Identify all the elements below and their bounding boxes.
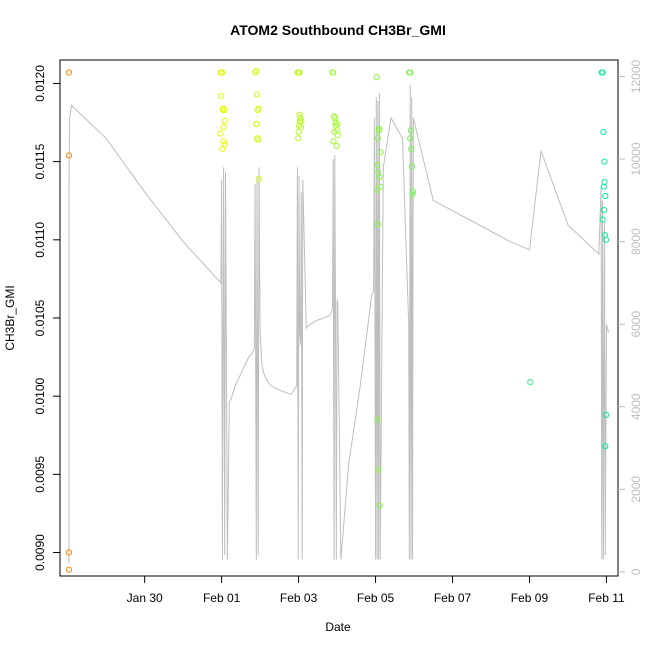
y-tick-label: 0.0095 <box>33 456 47 493</box>
data-point <box>65 152 73 159</box>
data-point <box>297 117 304 125</box>
y-tick-label: 0.0100 <box>33 378 47 415</box>
data-point <box>221 141 228 148</box>
data-point <box>409 191 416 198</box>
data-point <box>334 132 341 139</box>
data-point <box>527 379 534 386</box>
y-tick-label: 0.0120 <box>33 65 47 102</box>
y2-tick-label: 8000 <box>629 228 643 255</box>
data-point <box>333 142 340 150</box>
data-point <box>409 163 416 170</box>
data-point <box>603 411 610 418</box>
data-point <box>376 174 383 181</box>
data-point <box>374 416 381 423</box>
y-tick-label: 0.0090 <box>33 534 47 571</box>
data-point <box>408 146 415 153</box>
data-point <box>377 149 384 156</box>
data-point <box>374 186 381 193</box>
data-point <box>601 207 608 214</box>
data-point <box>375 466 382 473</box>
data-point <box>219 69 226 76</box>
data-point <box>220 105 227 112</box>
y2-tick-label: 6000 <box>629 311 643 338</box>
data-point <box>602 443 609 450</box>
data-point <box>599 216 606 223</box>
data-point <box>407 135 414 142</box>
data-point <box>374 135 381 142</box>
data-point <box>334 121 341 128</box>
data-point <box>296 69 303 76</box>
data-point <box>217 130 224 137</box>
data-point <box>221 106 228 114</box>
x-tick-label: Feb 03 <box>280 591 318 605</box>
data-point <box>407 127 415 134</box>
data-point <box>376 502 383 509</box>
data-point <box>219 146 226 153</box>
y-tick-label: 0.0110 <box>33 222 47 258</box>
data-point <box>602 192 609 200</box>
x-axis-label: Date <box>325 620 351 634</box>
data-point <box>295 128 302 135</box>
data-point <box>253 91 261 98</box>
data-point <box>65 566 73 573</box>
points-layer <box>65 67 610 573</box>
y-tick-label: 0.0105 <box>33 299 47 336</box>
data-point <box>65 69 73 76</box>
data-point <box>600 128 607 135</box>
data-point <box>218 92 225 100</box>
data-point <box>407 69 414 76</box>
data-point <box>253 67 260 75</box>
data-point <box>297 124 304 131</box>
data-point <box>220 124 227 131</box>
y-axis-label: CH3Br_GMI <box>3 285 17 350</box>
data-point <box>599 69 606 76</box>
y-axis-left: 0.0090 0.0095 0.0100 0.0105 0.0110 0.0115 0.01… <box>33 65 60 571</box>
y2-tick-label: 0 <box>629 568 643 575</box>
x-tick-label: Feb 09 <box>511 591 549 605</box>
data-point <box>331 128 338 135</box>
data-point <box>603 236 610 243</box>
data-point <box>330 69 337 76</box>
chart-title: ATOM2 Southbound CH3Br_GMI <box>230 22 446 38</box>
altitude-line-layer <box>68 84 609 564</box>
x-tick-label: Feb 11 <box>588 591 625 605</box>
data-point <box>255 136 262 143</box>
data-point <box>255 105 262 112</box>
data-point <box>296 111 303 118</box>
data-point <box>373 74 380 81</box>
y-tick-label: 0.0115 <box>33 143 47 179</box>
data-point <box>409 188 416 195</box>
data-point <box>332 114 339 122</box>
y2-tick-label: 2000 <box>629 476 643 503</box>
x-axis: Jan 30 Feb 01 Feb 03 Feb 05 Feb 07 Feb 09 Feb … <box>127 576 625 605</box>
data-point <box>376 125 383 132</box>
data-point <box>374 221 381 228</box>
y2-tick-label: 10000 <box>629 142 643 176</box>
data-point <box>330 138 337 145</box>
data-point <box>600 183 607 190</box>
y2-tick-label: 12000 <box>629 60 643 94</box>
y2-tick-label: 4000 <box>629 393 643 420</box>
y-axis-right: 0 2000 4000 6000 8000 10000 12000 <box>618 60 643 575</box>
x-tick-label: Jan 30 <box>127 591 163 605</box>
data-point <box>255 175 263 182</box>
data-point <box>221 117 228 125</box>
data-point <box>253 121 260 128</box>
data-point <box>330 113 338 120</box>
data-point <box>220 138 227 145</box>
data-point <box>65 549 73 556</box>
x-tick-label: Feb 01 <box>203 591 241 605</box>
data-point <box>377 183 384 190</box>
data-point <box>601 158 608 165</box>
data-point <box>295 135 302 142</box>
x-tick-label: Feb 05 <box>357 591 395 605</box>
x-tick-label: Feb 07 <box>434 591 472 605</box>
data-point <box>374 161 381 168</box>
data-point <box>297 114 304 122</box>
altitude-line <box>68 84 609 564</box>
